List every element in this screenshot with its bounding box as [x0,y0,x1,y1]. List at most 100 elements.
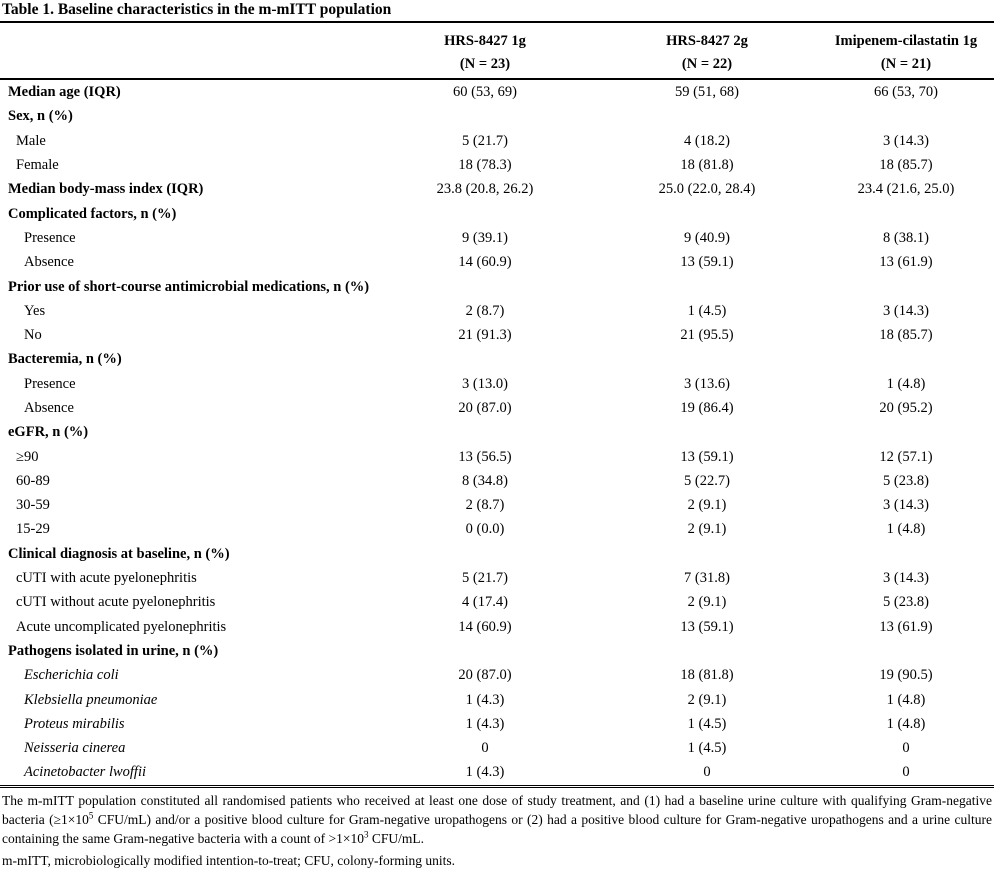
cell-value: 12 (57.1) [879,448,933,465]
table-row: Presence 9 (39.1) 9 (40.9) 8 (38.1) [0,226,994,250]
cell-value [596,542,818,566]
row-label: Median age (IQR) [8,84,121,101]
row-label: Absence [24,254,74,271]
row-label: 30-59 [16,497,50,514]
row-label: Presence [24,229,76,246]
cell-value: 13 (56.5) [458,448,512,465]
row-label: Clinical diagnosis at baseline, n (%) [8,545,230,562]
cell-value: 3 (13.0) [462,375,508,392]
cell-value: 23.4 (21.6, 25.0) [857,181,955,198]
cell-value: 13 (59.1) [680,448,734,465]
table-row: Bacteremia, n (%) [0,347,994,371]
table-row: Absence 20 (87.0) 19 (86.4) 20 (95.2) [0,396,994,420]
cell-value: 13 (61.9) [879,618,933,635]
row-label: Sex, n (%) [8,108,73,125]
footnote-sup: 3 [363,829,369,840]
cell-value: 14 (60.9) [458,618,512,635]
cell-value: 66 (53, 70) [873,84,939,101]
cell-value: 2 (9.1) [687,497,727,514]
row-label: Prior use of short-course antimicrobial … [8,278,370,295]
table-row: 30-59 2 (8.7) 2 (9.1) 3 (14.3) [0,493,994,517]
row-label: Bacteremia, n (%) [8,351,122,368]
cell-value: 0 [902,740,910,757]
header-row: HRS-8427 1g HRS-8427 2g Imipenem-cilasta… [0,21,994,51]
cell-value: 25.0 (22.0, 28.4) [658,181,756,198]
baseline-table: HRS-8427 1g HRS-8427 2g Imipenem-cilasta… [0,21,994,788]
cell-value: 18 (81.8) [680,157,734,174]
row-label: Acinetobacter lwoffii [0,760,374,788]
row-label: Proteus mirabilis [24,715,125,732]
column-header: HRS-8427 1g [374,21,596,51]
row-label: eGFR, n (%) [8,424,89,441]
table-row: Pathogens isolated in urine, n (%) [0,639,994,663]
cell-value: 1 (4.8) [886,375,926,392]
cell-value [374,201,596,225]
column-header: Imipenem-cilastatin 1g [818,21,994,51]
table-row: Complicated factors, n (%) [0,201,994,225]
cell-value: 23.8 (20.8, 26.2) [436,181,534,198]
cell-value: 59 (51, 68) [674,84,740,101]
cell-value [374,420,596,444]
footnote-abbreviations: m-mITT, microbiologically modified inten… [2,853,456,868]
cell-value [818,274,994,298]
cell-value: 4 (18.2) [684,132,730,149]
cell-value: 1 (4.5) [687,302,727,319]
table-row: Escherichia coli 20 (87.0) 18 (81.8) 19 (90… [0,663,994,687]
table-row: Sex, n (%) [0,104,994,128]
cell-value: 1 (4.5) [687,740,727,757]
cell-value: 5 (21.7) [462,570,508,587]
table-row: cUTI with acute pyelonephritis 5 (21.7) 7 … [0,566,994,590]
row-label: cUTI without acute pyelonephritis [16,594,216,611]
cell-value: 18 (78.3) [458,157,512,174]
footnote-text: The m-mITT population constituted all ra… [2,793,992,827]
cell-value: 0 [481,740,489,757]
cell-value: 20 (95.2) [879,400,933,416]
cell-value [596,201,818,225]
cell-value: 5 (23.8) [883,472,929,489]
cell-value [596,420,818,444]
table-row: Acute uncomplicated pyelonephritis 14 (60… [0,615,994,639]
table-row: Klebsiella pneumoniae 1 (4.3) 2 (9.1) 1 (4.… [0,687,994,711]
cell-value: 3 (14.3) [883,132,929,149]
cell-value: 0 [818,760,994,788]
cell-value: 0 (0.0) [465,521,505,538]
cell-value: 0 [596,760,818,788]
table-row: Female 18 (78.3) 18 (81.8) 18 (85.7) [0,153,994,177]
cell-value: 18 (85.7) [879,327,933,344]
row-label: Complicated factors, n (%) [8,205,177,222]
cell-value: 2 (9.1) [687,691,727,708]
table-row: 15-29 0 (0.0) 2 (9.1) 1 (4.8) [0,517,994,541]
row-label: Escherichia coli [24,667,119,684]
cell-value [818,542,994,566]
cell-value: 9 (40.9) [684,229,730,246]
cell-value: 60 (53, 69) [452,84,518,101]
column-n: (N = 21) [818,51,994,80]
table-row: Presence 3 (13.0) 3 (13.6) 1 (4.8) [0,372,994,396]
header-blank [0,21,374,51]
table-row: Median age (IQR) 60 (53, 69) 59 (51, 68) 66… [0,79,994,104]
cell-value [818,420,994,444]
cell-value [374,347,596,371]
table-row: No 21 (91.3) 21 (95.5) 18 (85.7) [0,323,994,347]
cell-value: 1 (4.5) [687,715,727,732]
column-header: HRS-8427 2g [596,21,818,51]
footnote-text: CFU/mL) and/or a positive blood culture … [2,812,992,846]
cell-value [818,347,994,371]
cell-value [596,274,818,298]
cell-value: 3 (14.3) [883,570,929,587]
cell-value [374,274,596,298]
row-label: Pathogens isolated in urine, n (%) [8,642,219,659]
footnote-definition: The m-mITT population constituted all ra… [2,791,992,848]
row-label: 60-89 [16,472,50,489]
table-row: ≥90 13 (56.5) 13 (59.1) 12 (57.1) [0,444,994,468]
row-label: Male [16,132,46,149]
cell-value: 2 (9.1) [687,521,727,538]
table-row: Median body-mass index (IQR) 23.8 (20.8, … [0,177,994,201]
cell-value: 4 (17.4) [462,594,508,611]
table-row: Yes 2 (8.7) 1 (4.5) 3 (14.3) [0,299,994,323]
cell-value: 14 (60.9) [458,254,512,271]
cell-value: 13 (59.1) [680,618,734,635]
column-n: (N = 23) [374,51,596,80]
cell-value [374,542,596,566]
cell-value: 5 (23.8) [883,594,929,611]
